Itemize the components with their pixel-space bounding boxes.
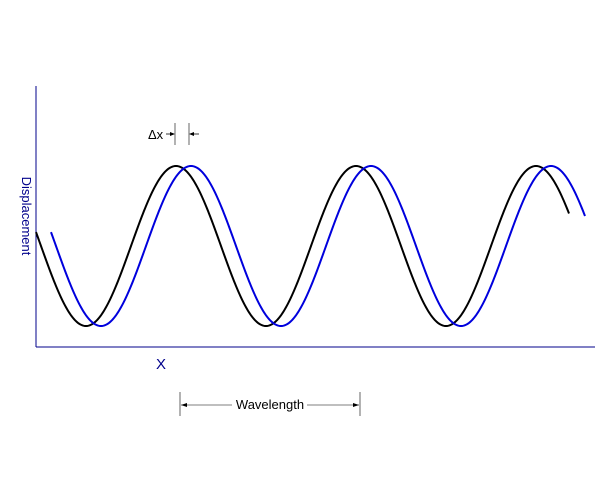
delta-x-annotation: Δx (148, 123, 199, 145)
delta-x-label: Δx (148, 127, 164, 142)
wavelength-arrowhead-left (181, 403, 187, 407)
wavelength-arrowhead-right (353, 403, 359, 407)
y-axis-label: Displacement (19, 177, 34, 256)
wave-blue (50, 164, 586, 328)
delta-arrowhead-right (189, 132, 194, 136)
wave-black (35, 164, 570, 328)
wavelength-annotation: Wavelength (179, 392, 361, 416)
wavelength-label: Wavelength (236, 397, 304, 412)
x-axis-label: X (156, 356, 166, 373)
delta-arrowhead-left (170, 132, 175, 136)
